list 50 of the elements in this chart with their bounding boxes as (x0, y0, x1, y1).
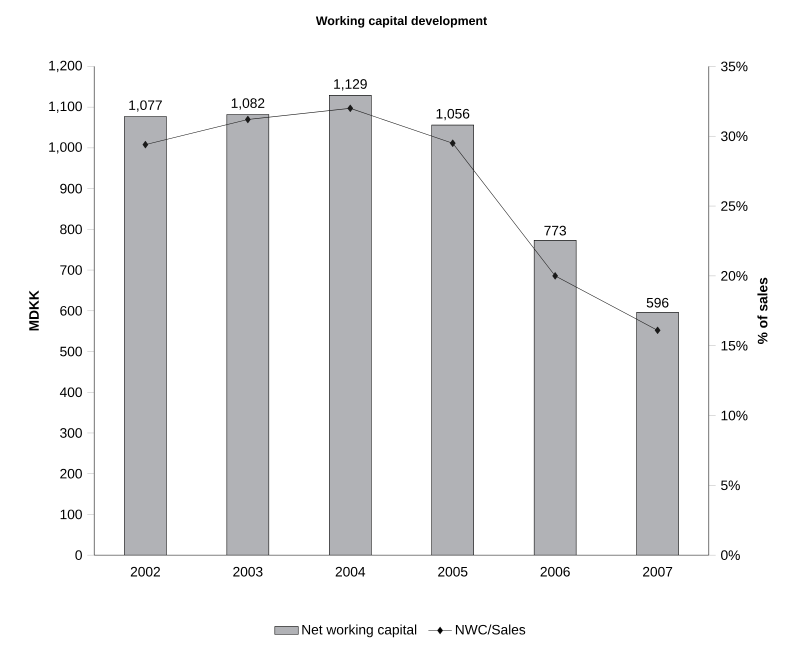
point (654, 326, 660, 334)
data-label: 1,082 (232, 98, 264, 110)
point (347, 104, 354, 112)
x-tick-label: 2007 (643, 566, 672, 576)
y2-tick-label: 0% (721, 550, 740, 560)
bar (226, 114, 269, 555)
y-tick-label: 700 (60, 265, 82, 275)
y-tick-label: 400 (60, 387, 82, 397)
data-label: 773 (544, 226, 566, 236)
y-tick-label: 500 (60, 346, 82, 356)
y-tick-label: 200 (60, 468, 82, 478)
y-axis-title: MDKK (29, 290, 39, 330)
y2-tick-label: 15% (722, 340, 748, 350)
y2-tick-label: 25% (721, 201, 748, 211)
point (244, 116, 251, 124)
y2-tick-label: 20% (721, 270, 748, 281)
data-label: 1,056 (436, 108, 470, 120)
legend-label: NWC/Sales (456, 624, 526, 634)
point (142, 140, 148, 148)
bar (329, 95, 372, 555)
point (552, 272, 558, 280)
x-tick-label: 2003 (233, 566, 262, 576)
legend-label: Net working capital (302, 624, 416, 638)
x-tick-label: 2005 (438, 566, 468, 576)
y-tick-label: 1,100 (49, 101, 82, 113)
data-label: 1,077 (129, 100, 162, 112)
y-tick-label: 300 (60, 428, 82, 438)
x-tick-label: 2002 (130, 566, 160, 576)
data-label: 596 (646, 298, 668, 308)
y-tick-label: 900 (60, 184, 82, 194)
point (450, 139, 456, 147)
y-tick-label: 100 (60, 509, 82, 520)
data-label: 1,129 (334, 79, 367, 90)
x-tick-label: 2006 (540, 566, 570, 576)
bar (636, 312, 679, 555)
y-tick-label: 0 (75, 550, 82, 560)
chart-title: Working capital development (316, 16, 487, 28)
bar (534, 240, 576, 555)
x-tick-label: 2004 (336, 566, 366, 576)
bar (124, 116, 166, 555)
y2-tick-label: 30% (721, 131, 748, 141)
y2-tick-label: 10% (722, 410, 748, 420)
bar (432, 124, 474, 555)
y2-tick-label: 35% (721, 61, 748, 72)
y2-axis-title: % of sales (757, 278, 768, 344)
y-tick-label: 1,000 (49, 142, 82, 154)
y-tick-label: 600 (60, 306, 82, 316)
y-tick-label: 800 (60, 224, 82, 234)
y2-tick-label: 5% (721, 480, 740, 490)
y-tick-label: 1,200 (49, 60, 82, 72)
